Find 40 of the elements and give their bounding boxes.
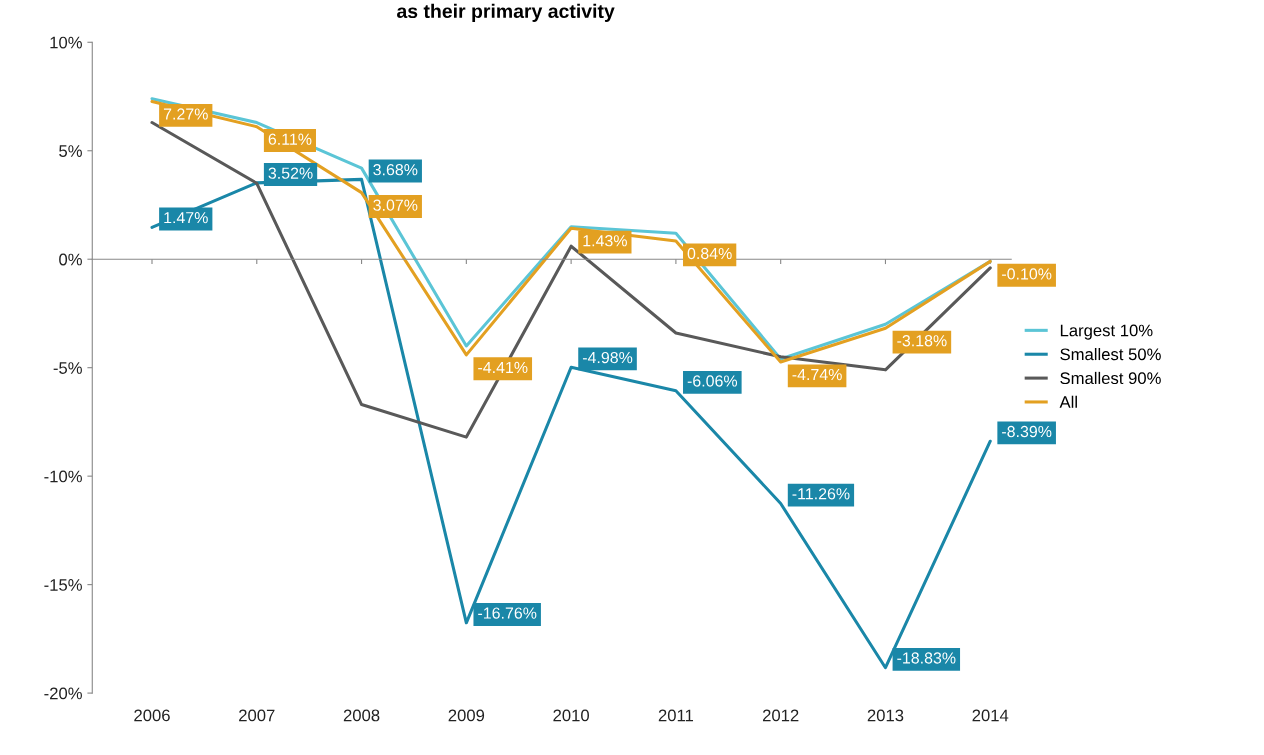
x-tick-label: 2007 <box>239 709 275 722</box>
x-tick-label: 2009 <box>448 709 485 722</box>
y-tick-label: 10% <box>50 36 82 49</box>
y-tick-label: -10% <box>44 470 82 483</box>
data-label: -11.26% <box>792 488 850 500</box>
data-label: 0.84% <box>687 247 732 260</box>
y-tick-label: -20% <box>44 687 82 700</box>
x-tick-label: 2014 <box>972 709 1009 722</box>
line-series <box>150 121 992 439</box>
chart-title: as their primary activity <box>397 3 615 22</box>
data-label: 1.47% <box>164 212 208 224</box>
data-label: 3.52% <box>268 167 313 179</box>
x-tick-label: 2012 <box>762 709 799 722</box>
x-tick-label: 2010 <box>553 709 590 722</box>
x-tick-label: 2013 <box>867 709 904 722</box>
legend-label: Smallest 90% <box>1060 371 1161 385</box>
y-tick-label: -15% <box>44 579 82 591</box>
legend-label: All <box>1059 395 1077 408</box>
data-label: 6.11% <box>268 133 312 145</box>
x-tick-label: 2011 <box>658 709 694 722</box>
data-label: 3.07% <box>373 199 418 211</box>
data-label: -8.39% <box>1002 425 1052 438</box>
data-label: 3.68% <box>373 164 418 176</box>
data-label: -4.98% <box>582 351 633 364</box>
data-label: -4.41% <box>478 361 528 373</box>
x-tick-label: 2008 <box>343 709 380 722</box>
y-tick-label: 0% <box>59 253 82 266</box>
data-label: -16.76% <box>478 607 537 619</box>
data-label: 7.27% <box>163 108 208 120</box>
y-tick-label: 5% <box>59 145 82 157</box>
data-label: -3.18% <box>897 335 947 347</box>
data-label: 1.43% <box>583 235 627 247</box>
data-label: -0.10% <box>1002 268 1052 280</box>
data-label: -4.74% <box>792 368 842 381</box>
x-tick-label: 2006 <box>134 709 170 722</box>
legend-label: Smallest 50% <box>1060 347 1161 361</box>
data-label: -18.83% <box>897 652 956 664</box>
data-label: -6.06% <box>687 375 738 387</box>
legend-label: Largest 10% <box>1060 324 1153 340</box>
y-tick-label: -5% <box>53 362 82 374</box>
